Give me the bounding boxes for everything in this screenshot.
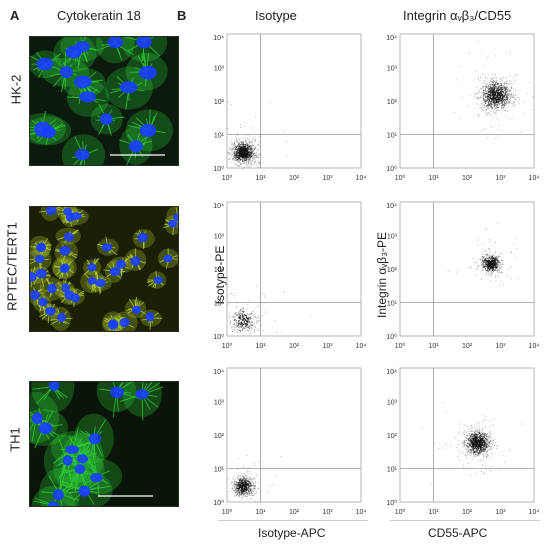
plot-frame: [399, 367, 535, 503]
y-tick-label: 10³: [387, 400, 398, 407]
y-tick-label: 10²: [214, 433, 225, 440]
x-tick-label: 10⁰: [395, 174, 406, 182]
x-tick-label: 10⁰: [222, 508, 233, 516]
y-tick-label: 10²: [387, 267, 398, 274]
flow-plot-th1-integrin: 10⁰ 10⁰ 10¹ 10¹ 10² 10² 10³ 10³ 10⁴ 10⁴: [380, 364, 540, 527]
y-tick-label: 10⁰: [213, 165, 224, 173]
x-tick-label: 10¹: [255, 343, 266, 350]
micrograph-th1: [29, 381, 179, 507]
x-tick-label: 10²: [289, 175, 300, 182]
y-tick-label: 10³: [387, 66, 398, 73]
row-label-hk2: HK-2: [8, 74, 24, 105]
x-tick-label: 10⁴: [356, 509, 367, 516]
x-tick-label: 10³: [322, 175, 333, 182]
flow-plot-hk2-integrin: 10⁰ 10⁰ 10¹ 10¹ 10² 10² 10³ 10³ 10⁴ 10⁴: [380, 30, 540, 193]
event-cloud: [227, 285, 311, 336]
y-tick-label: 10¹: [214, 301, 225, 308]
x-axis-rule-left: [218, 520, 368, 521]
y-tick-label: 10⁰: [213, 333, 224, 341]
x-tick-label: 10¹: [428, 509, 439, 516]
y-tick-label: 10²: [214, 99, 225, 106]
flow-plot-th1-isotype: 10⁰ 10⁰ 10¹ 10¹ 10² 10² 10³ 10³ 10⁴ 10⁴: [207, 364, 367, 527]
flow-plot-rptec-isotype: 10⁰ 10⁰ 10¹ 10¹ 10² 10² 10³ 10³ 10⁴ 10⁴: [207, 198, 367, 361]
y-tick-label: 10³: [214, 234, 225, 241]
x-axis-rule-right: [390, 520, 540, 521]
y-tick-label: 10²: [214, 267, 225, 274]
y-tick-label: 10⁰: [386, 165, 397, 173]
plot-frame: [226, 367, 362, 503]
y-tick-label: 10¹: [214, 467, 225, 474]
plot-frame: [226, 201, 362, 337]
y-tick-label: 10²: [387, 99, 398, 106]
x-label-isotype-apc: Isotype-APC: [258, 526, 326, 540]
x-tick-label: 10⁴: [356, 343, 367, 350]
x-label-cd55-apc: CD55-APC: [428, 526, 488, 540]
x-tick-label: 10¹: [428, 175, 439, 182]
x-tick-label: 10²: [462, 343, 473, 350]
event-cloud: [422, 401, 523, 485]
event-cloud: [454, 41, 534, 140]
y-tick-label: 10³: [214, 66, 225, 73]
x-tick-label: 10³: [322, 509, 333, 516]
micrograph-rptec: [29, 206, 179, 332]
row-label-rptec: RPTEC/TERT1: [4, 222, 20, 311]
micrograph-hk2: [29, 36, 179, 166]
plot-frame: [399, 201, 535, 337]
y-tick-label: 10⁴: [213, 369, 224, 376]
x-tick-label: 10⁴: [529, 343, 540, 350]
y-tick-label: 10⁰: [386, 333, 397, 341]
y-tick-label: 10⁴: [386, 369, 397, 376]
x-tick-label: 10²: [289, 343, 300, 350]
y-tick-label: 10⁰: [386, 499, 397, 507]
y-tick-label: 10³: [387, 234, 398, 241]
plot-frame: [399, 33, 535, 169]
y-tick-label: 10⁴: [213, 203, 224, 210]
col-title-isotype: Isotype: [255, 8, 297, 23]
x-tick-label: 10³: [322, 343, 333, 350]
x-tick-label: 10¹: [255, 509, 266, 516]
y-tick-label: 10¹: [387, 133, 398, 140]
x-tick-label: 10⁰: [222, 342, 233, 350]
x-tick-label: 10²: [289, 509, 300, 516]
y-tick-label: 10⁴: [213, 35, 224, 42]
event-cloud: [447, 222, 519, 287]
x-tick-label: 10⁰: [395, 508, 406, 516]
y-tick-label: 10³: [214, 400, 225, 407]
col-title-integrin: Integrin αᵥβ₃/CD55: [403, 8, 512, 23]
row-label-th1: TH1: [7, 427, 23, 452]
x-tick-label: 10³: [495, 175, 506, 182]
panel-a-title: Cytokeratin 18: [57, 8, 141, 23]
x-tick-label: 10²: [462, 175, 473, 182]
y-tick-label: 10¹: [387, 467, 398, 474]
x-tick-label: 10¹: [428, 343, 439, 350]
x-tick-label: 10³: [495, 509, 506, 516]
x-tick-label: 10⁴: [529, 509, 540, 516]
y-tick-label: 10¹: [387, 301, 398, 308]
panel-b-letter: B: [177, 8, 187, 23]
x-tick-label: 10⁴: [529, 175, 540, 182]
y-tick-label: 10⁰: [213, 499, 224, 507]
x-tick-label: 10⁰: [395, 342, 406, 350]
x-tick-label: 10²: [462, 509, 473, 516]
panel-a-letter: A: [10, 8, 20, 23]
y-tick-label: 10¹: [214, 133, 225, 140]
flow-plot-rptec-integrin: 10⁰ 10⁰ 10¹ 10¹ 10² 10² 10³ 10³ 10⁴ 10⁴: [380, 198, 540, 361]
x-tick-label: 10¹: [255, 175, 266, 182]
x-tick-label: 10³: [495, 343, 506, 350]
event-cloud: [228, 455, 282, 503]
x-tick-label: 10⁰: [222, 174, 233, 182]
event-cloud: [227, 101, 288, 169]
y-tick-label: 10⁴: [386, 203, 397, 210]
y-tick-label: 10⁴: [386, 35, 397, 42]
x-tick-label: 10⁴: [356, 175, 367, 182]
y-tick-label: 10²: [387, 433, 398, 440]
flow-plot-hk2-isotype: 10⁰ 10⁰ 10¹ 10¹ 10² 10² 10³ 10³ 10⁴ 10⁴: [207, 30, 367, 193]
